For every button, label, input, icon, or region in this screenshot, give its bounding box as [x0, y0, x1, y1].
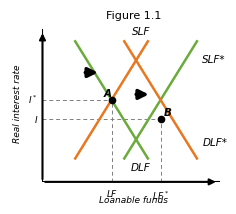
Text: DLF: DLF	[131, 163, 150, 173]
Text: DLF*: DLF*	[202, 138, 228, 148]
Text: $I^*$: $I^*$	[28, 94, 38, 106]
Text: B: B	[163, 108, 171, 118]
Title: Figure 1.1: Figure 1.1	[106, 11, 161, 21]
Text: $I$: $I$	[34, 114, 38, 125]
X-axis label: Loanable funds: Loanable funds	[99, 196, 168, 205]
Text: SLF: SLF	[131, 27, 150, 37]
Text: A: A	[103, 89, 111, 99]
Text: Real interest rate: Real interest rate	[13, 65, 21, 143]
Text: SLF*: SLF*	[202, 55, 226, 65]
Text: $LF^*$: $LF^*$	[152, 190, 169, 202]
Text: LF: LF	[106, 190, 117, 199]
